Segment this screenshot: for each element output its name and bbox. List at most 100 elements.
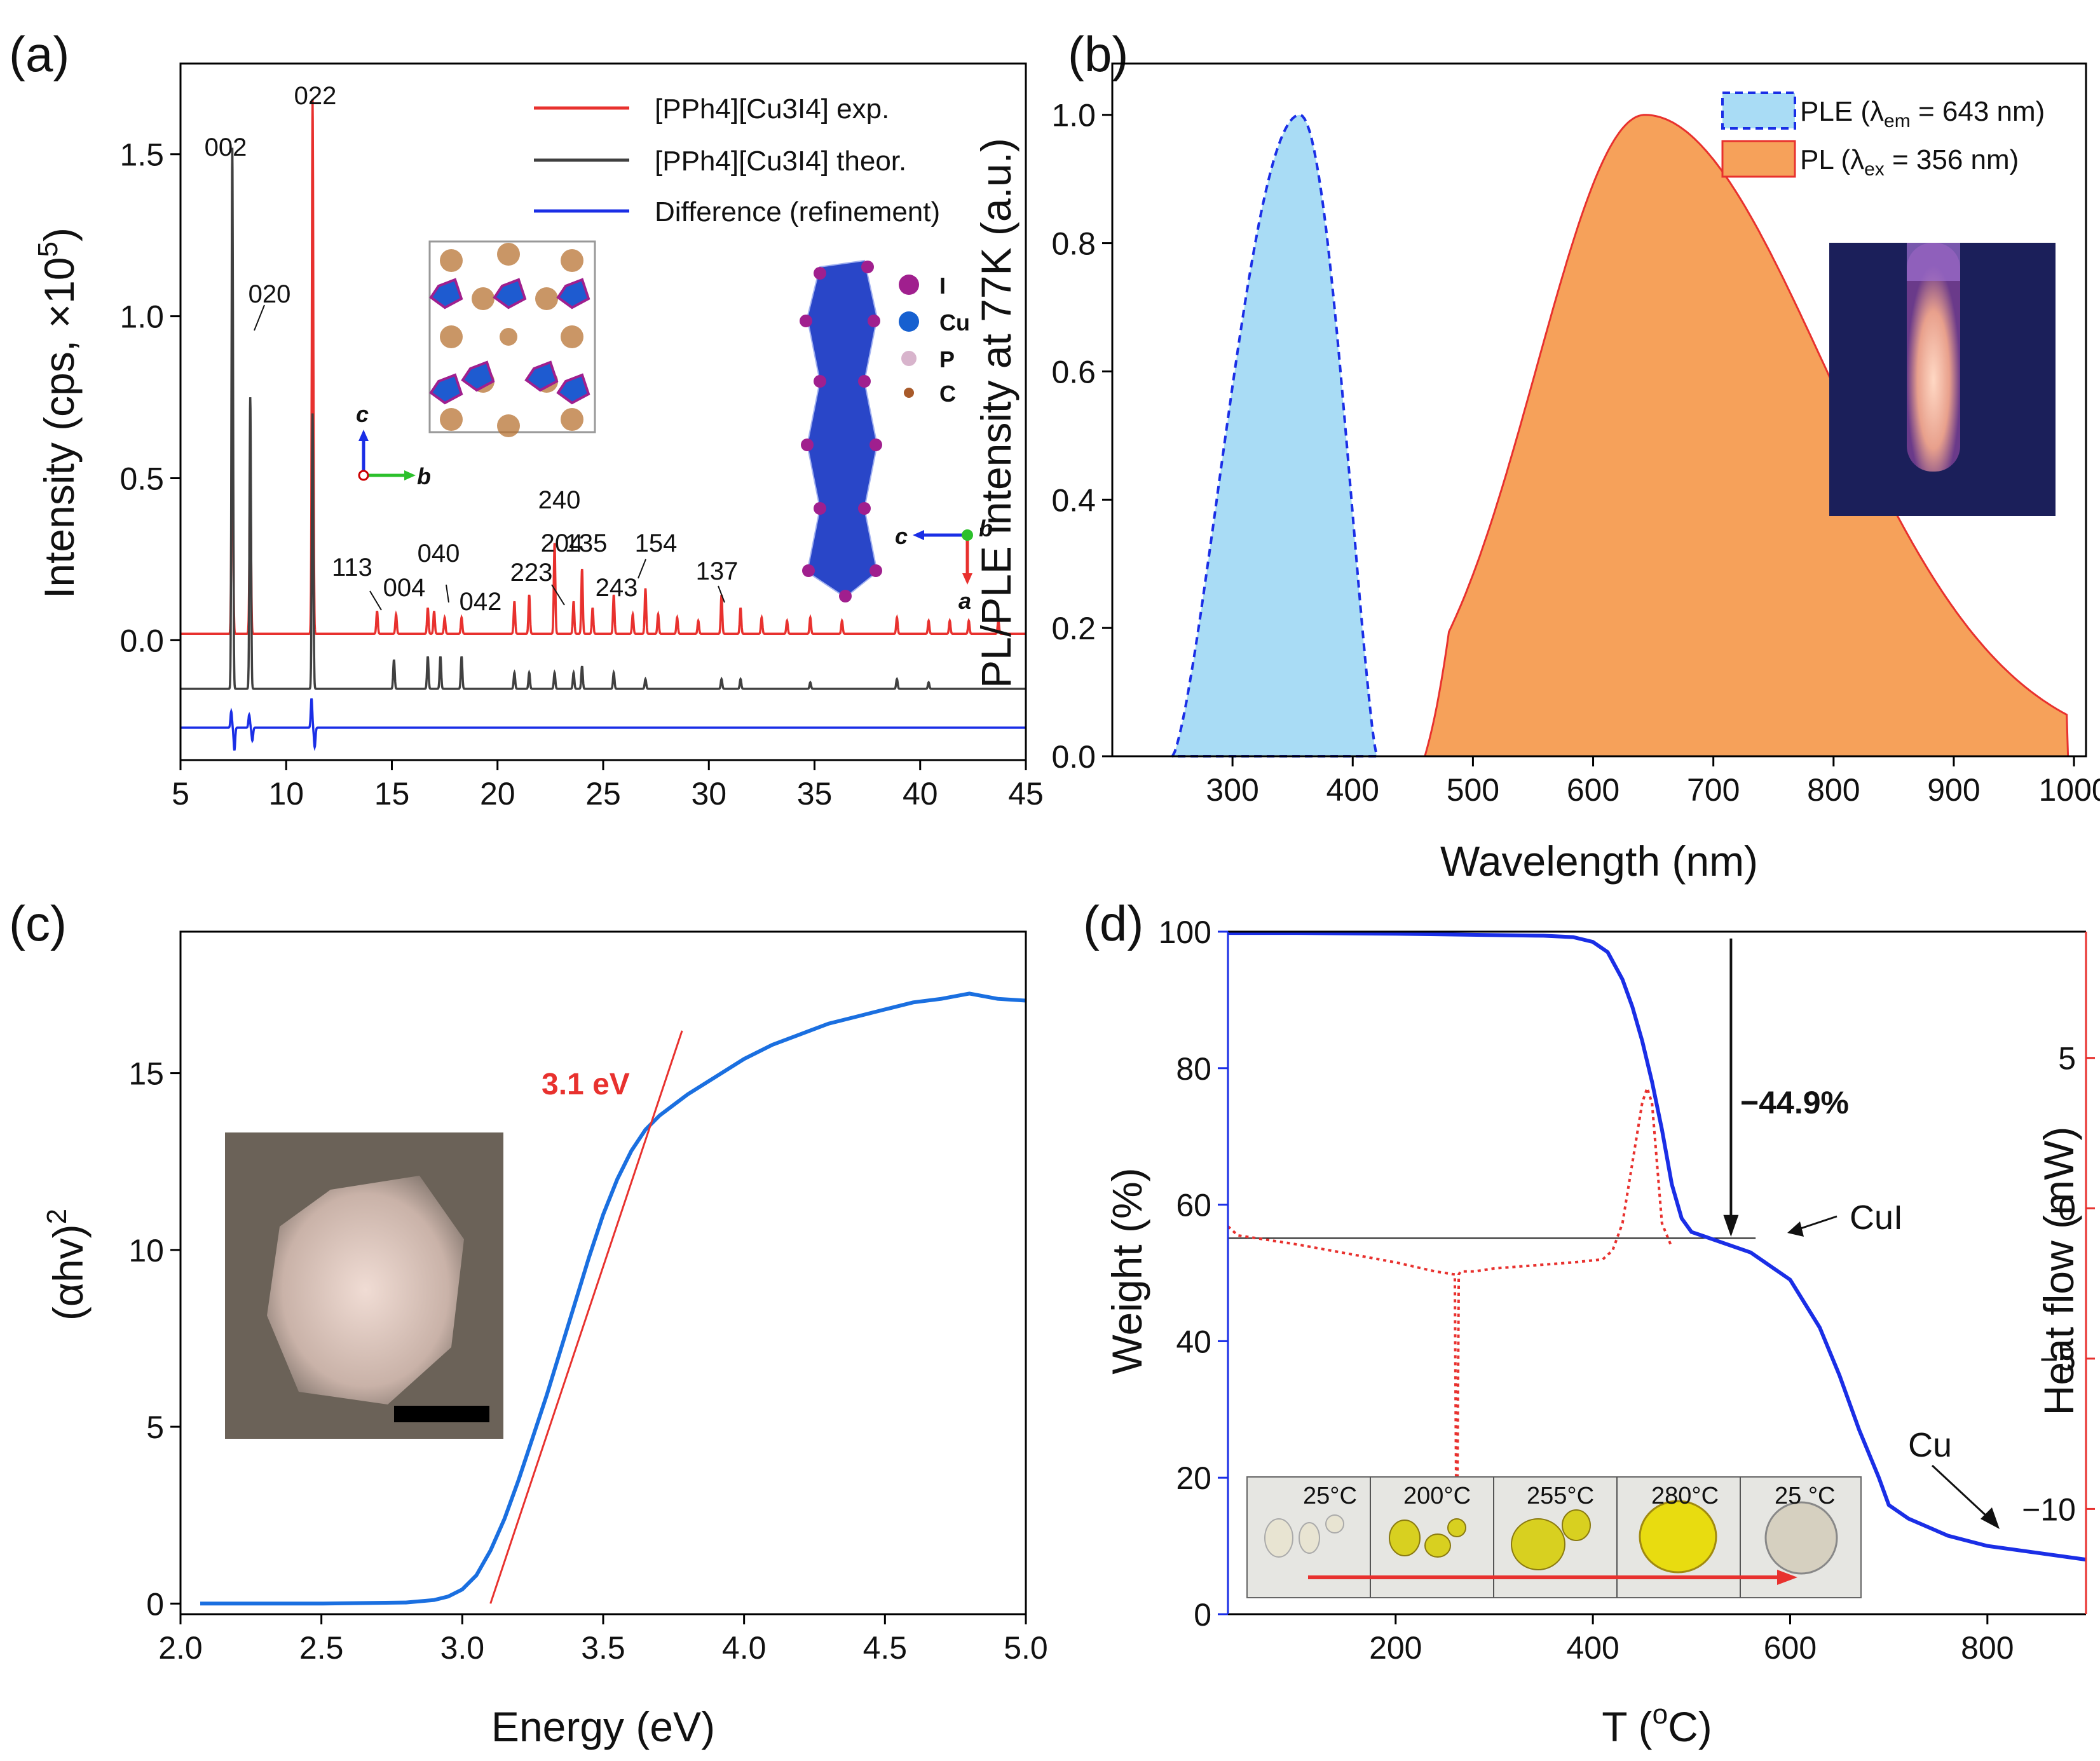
x-tick-label-c: 4.5 — [863, 1630, 908, 1666]
x-axis-label-d-sup: o — [1653, 1699, 1668, 1730]
plot-frame-b — [1111, 62, 2087, 758]
hkl-label-240: 240 — [538, 486, 581, 514]
x-tick-label-b: 400 — [1326, 772, 1379, 808]
y-tick-label-d: 100 — [1159, 914, 1211, 950]
y-axis-label-a-main: Intensity (cps, ×10 — [36, 257, 83, 599]
hkl-label-135: 135 — [565, 529, 608, 557]
axis-a-label: a — [958, 588, 971, 614]
x-tick-label-a: 20 — [480, 776, 515, 812]
y-tick-label-d: 0 — [1194, 1597, 1211, 1633]
y2-tick-label-d: 0 — [2058, 1191, 2076, 1227]
inset-temp-2: 200°C — [1403, 1483, 1471, 1509]
x-tick-label-c: 2.0 — [158, 1630, 203, 1666]
x-axis-label-b: Wavelength (nm) — [1440, 838, 1758, 885]
x-tick-label-b: 300 — [1206, 772, 1258, 808]
pl-area — [1424, 114, 2069, 758]
axis-c-label: c — [356, 401, 369, 427]
x-tick-label-a: 30 — [691, 776, 726, 812]
x-tick-label-d: 800 — [1961, 1630, 2014, 1666]
series-diff-line — [181, 698, 1026, 751]
hkl-leader — [718, 585, 725, 603]
y-tick-label-b: 0.0 — [1051, 739, 1096, 775]
y-tick-label-d: 60 — [1176, 1188, 1211, 1223]
x-tick-label-a: 40 — [903, 776, 938, 812]
x-tick-label-b: 700 — [1687, 772, 1740, 808]
inset-temp-5: 25 °C — [1775, 1483, 1835, 1509]
x-axis-label-d: T (oC) — [1602, 1699, 1712, 1750]
x-tick-label-a: 10 — [268, 776, 304, 812]
y-tick-label-c: 0 — [146, 1586, 164, 1622]
hkl-label-022: 022 — [294, 82, 337, 110]
x-tick-label-a: 15 — [374, 776, 410, 812]
sample-photo-inset — [1829, 243, 2056, 516]
y-tick-label-a: 1.5 — [119, 137, 164, 173]
y-axis-label-c-sup: 2 — [41, 1209, 72, 1224]
panel-label-b: (b) — [1068, 26, 1128, 82]
weight-loss-arrowhead — [1723, 1214, 1739, 1237]
legend-b: PLE (λem = 643 nm) PL (λex = 356 nm) — [1721, 92, 2045, 180]
axis-b2-label: b — [979, 515, 993, 541]
cu-annotation: Cu — [1908, 1426, 1952, 1464]
inset-temp-4: 280°C — [1651, 1483, 1719, 1509]
absorption-line — [200, 991, 1026, 1606]
x-tick-label-d: 600 — [1764, 1630, 1817, 1666]
x-tick-label-b: 500 — [1447, 772, 1499, 808]
x-tick-label-b: 900 — [1927, 772, 1980, 808]
hkl-label-223: 223 — [510, 559, 553, 587]
hkl-label-004: 004 — [383, 574, 426, 602]
heating-photo-strip: 25°C 200°C 255°C 280°C 25 °C — [1246, 1476, 1862, 1598]
ple-area — [1171, 113, 1379, 758]
hkl-label-040: 040 — [418, 540, 460, 568]
heat-flow-line — [1227, 1084, 1674, 1584]
atom-legend-cu: Cu — [939, 309, 970, 336]
y-tick-label-a: 0.0 — [119, 623, 164, 658]
hkl-label-020: 020 — [249, 280, 291, 308]
y-tick-label-b: 0.6 — [1051, 354, 1096, 390]
y-axis-label-a-tail: ) — [36, 228, 83, 241]
hkl-leader — [638, 559, 646, 579]
x-axis-label-c: Energy (eV) — [491, 1703, 715, 1750]
weight-loss-annotation: −44.9% — [1740, 1085, 1849, 1120]
x-tick-label-c: 2.5 — [299, 1630, 344, 1666]
x-tick-label-d: 200 — [1369, 1630, 1422, 1666]
y-tick-label-a: 0.5 — [119, 461, 164, 497]
inset-temp-1: 25°C — [1303, 1483, 1357, 1509]
y-axis-label-c-main: (αhv) — [44, 1224, 92, 1321]
series-exp-line — [181, 99, 1026, 635]
legend-pl-label: PL (λex = 356 nm) — [1800, 144, 2019, 180]
x-tick-label-a: 35 — [797, 776, 833, 812]
axis-c2-label: c — [895, 523, 908, 549]
crystal-photo-inset — [225, 1132, 503, 1439]
y-tick-label-a: 1.0 — [119, 299, 164, 335]
y2-tick-label-d: 5 — [2058, 1041, 2076, 1077]
crystal-structure-inset: c b I Cu P C c — [356, 240, 993, 614]
y-tick-label-b: 1.0 — [1051, 98, 1096, 133]
y-tick-label-b: 0.2 — [1051, 611, 1096, 646]
panel-label-a: (a) — [9, 26, 69, 82]
x-tick-label-a: 25 — [585, 776, 621, 812]
atom-legend-c: C — [939, 381, 956, 407]
x-tick-label-a: 5 — [172, 776, 189, 812]
y-tick-label-d: 40 — [1176, 1324, 1211, 1359]
cui-arrowhead — [1787, 1221, 1804, 1237]
panel-label-d: (d) — [1083, 895, 1143, 951]
hkl-label-243: 243 — [596, 574, 638, 602]
x-tick-label-c: 5.0 — [1004, 1630, 1048, 1666]
cu-arrowhead — [1981, 1507, 2000, 1529]
panel-c-tauc-plot: (c) 2.0 2.5 3.0 3.5 4.0 4.5 5.0 0 5 10 15 Energy (e… — [9, 895, 1048, 1750]
y-axis-label-c: (αhv)2 — [41, 1209, 92, 1321]
y-axis-label-a-sup: 5 — [32, 241, 64, 257]
inset-temp-3: 255°C — [1527, 1483, 1594, 1509]
atom-legend-i: I — [939, 273, 946, 299]
cui-arrow — [1798, 1215, 1838, 1230]
cui-annotation: CuI — [1850, 1199, 1903, 1237]
y-axis-label-a: Intensity (cps, ×105) — [32, 228, 83, 599]
bandgap-annotation: 3.1 eV — [542, 1068, 630, 1101]
hkl-leader — [446, 584, 449, 603]
legend-theor-label: [PPh4][Cu3I4] theor. — [655, 146, 906, 177]
hkl-label-042: 042 — [460, 588, 502, 616]
legend-exp-label: [PPh4][Cu3I4] exp. — [655, 93, 889, 125]
series-theor-line — [181, 147, 1026, 690]
hkl-label-137: 137 — [696, 557, 739, 585]
